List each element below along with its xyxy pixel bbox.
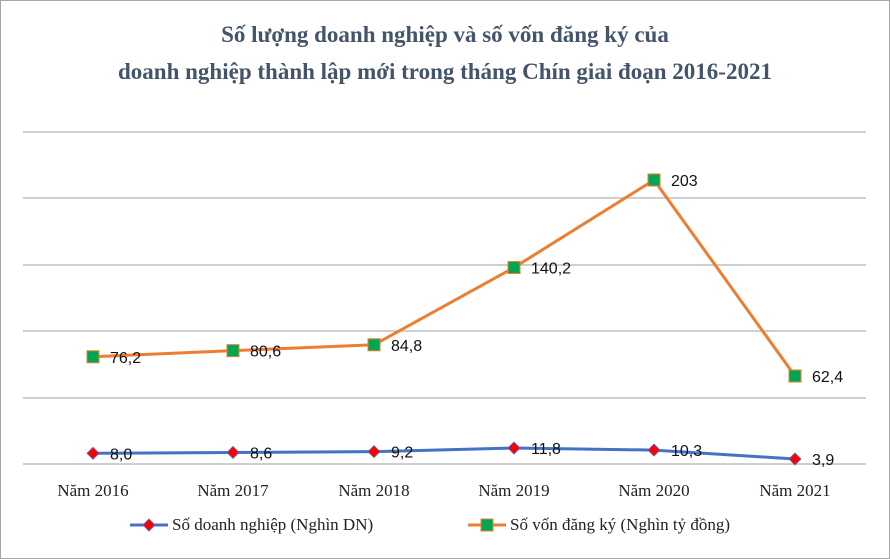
data-label: 62,4 [812,369,843,386]
data-label: 76,2 [110,350,141,367]
series-von-dang-ky: 76,2 80,6 84,8 140,2 203 62,4 [86,173,843,386]
legend: Số doanh nghiệp (Nghìn DN) Số vốn đăng k… [0,515,890,539]
series2-line [92,177,797,377]
x-axis-label: Năm 2016 [57,481,128,500]
diamond-marker-icon [367,445,381,459]
square-marker-icon [507,261,521,275]
legend-item-series1: Số doanh nghiệp (Nghìn DN) [130,515,373,535]
data-label: 3,9 [812,452,834,469]
x-axis-labels: Năm 2016 Năm 2017 Năm 2018 Năm 2019 Năm 2020… [57,481,830,500]
diamond-marker-icon [647,443,661,457]
data-label: 9,2 [391,445,413,462]
data-label: 203 [671,173,698,190]
legend-label-series2: Số vốn đăng ký (Nghìn tỷ đồng) [510,515,731,534]
data-label: 8,0 [110,446,132,463]
x-axis-label: Năm 2020 [618,481,689,500]
series-so-doanh-nghiep: 8,0 8,6 9,2 11,8 10,3 3,9 [86,441,834,469]
series1-line [92,446,796,461]
chart-title-line2: doanh nghiệp thành lập mới trong tháng C… [118,59,772,84]
x-axis-label: Năm 2017 [197,481,269,500]
square-marker-icon [647,173,661,187]
diamond-marker-icon [507,441,521,455]
diamond-marker-icon [86,446,100,460]
gridlines [23,131,866,465]
data-label: 8,6 [250,445,272,462]
legend-item-series2: Số vốn đăng ký (Nghìn tỷ đồng) [468,515,730,535]
data-label: 10,3 [671,443,702,460]
legend-label-series1: Số doanh nghiệp (Nghìn DN) [172,515,374,534]
square-marker-icon [788,369,802,383]
square-marker-icon [367,338,381,352]
data-label: 11,8 [531,441,561,458]
data-label: 80,6 [250,344,281,361]
square-marker-icon [226,344,240,358]
x-axis-label: Năm 2018 [338,481,409,500]
square-marker-icon [86,350,100,364]
chart-title-line1: Số lượng doanh nghiệp và số vốn đăng ký … [221,22,669,47]
diamond-marker-icon [788,452,802,466]
diamond-marker-icon [226,445,240,460]
data-label: 84,8 [391,338,422,355]
square-marker-icon [468,518,506,532]
x-axis-label: Năm 2019 [478,481,549,500]
data-label: 140,2 [531,261,571,278]
diamond-marker-icon [130,518,168,532]
x-axis-label: Năm 2021 [759,481,830,500]
